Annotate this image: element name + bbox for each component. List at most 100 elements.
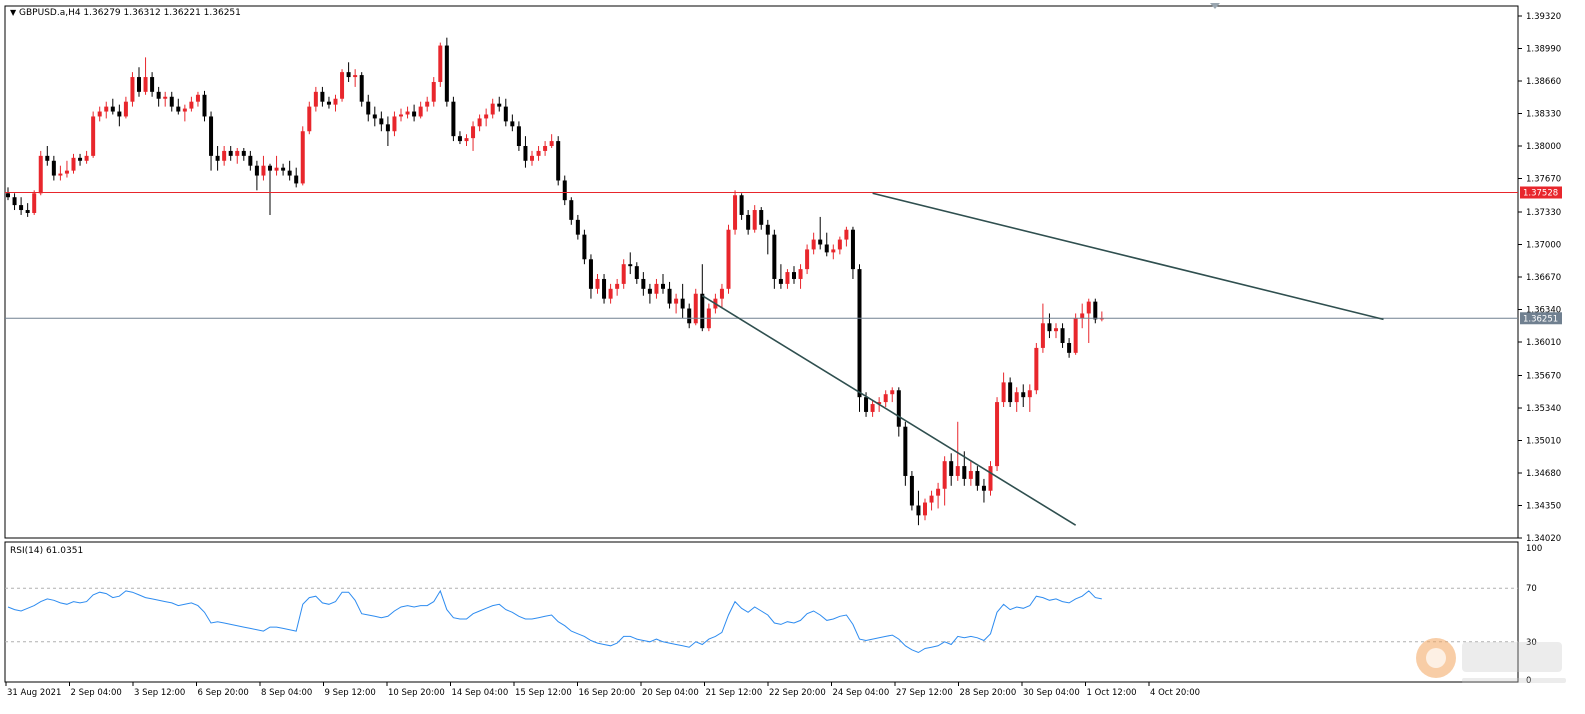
time-tick-label: 15 Sep 12:00 [515, 688, 572, 698]
candle-body [97, 111, 102, 117]
candle-body [320, 91, 325, 102]
candle-body [759, 210, 764, 225]
time-tick-label: 21 Sep 12:00 [706, 688, 763, 698]
candle-body [530, 155, 534, 161]
candle-body [602, 278, 607, 299]
time-tick-label: 14 Sep 04:00 [452, 688, 509, 698]
candle-body [110, 106, 115, 112]
candle-body [916, 505, 921, 516]
candle-body [903, 426, 908, 476]
collapse-triangle-icon[interactable]: ▼ [10, 8, 17, 17]
candle-body [1008, 382, 1013, 403]
watermark-logo-icon [1416, 638, 1566, 683]
candle-body [32, 193, 37, 213]
candle-body [261, 165, 266, 176]
price-tick-label: 1.38990 [1526, 45, 1561, 55]
candle-body [1047, 323, 1052, 332]
candle-body [811, 239, 816, 250]
upper-trendline[interactable] [872, 192, 1384, 321]
price-tick-label: 1.34680 [1526, 469, 1561, 479]
candle-body [137, 77, 141, 92]
candle-body [451, 101, 456, 137]
lower-trendline[interactable] [701, 295, 1077, 526]
candle-body [831, 249, 836, 253]
candle-body [543, 146, 548, 151]
rsi-tick-label: 0 [1526, 676, 1531, 686]
candle-body [942, 461, 947, 489]
candle-body [1034, 347, 1039, 391]
candle-body [667, 288, 672, 304]
time-tick-label: 30 Sep 04:00 [1023, 688, 1080, 698]
candle-body [837, 239, 842, 250]
candle-body [431, 81, 436, 102]
candle-body [143, 77, 148, 92]
candle-body [955, 466, 960, 476]
price-tick-label: 1.36010 [1526, 338, 1561, 348]
candle-body [268, 165, 272, 171]
candle-body [549, 141, 554, 147]
time-tick-label: 3 Sep 12:00 [134, 688, 185, 698]
candle-body [307, 106, 312, 132]
candle-body [870, 404, 875, 412]
price-tick-label: 1.34350 [1526, 501, 1561, 511]
candle-body [1014, 392, 1019, 403]
price-tick-label: 1.38330 [1526, 110, 1561, 120]
time-tick-label: 9 Sep 12:00 [325, 688, 376, 698]
time-tick-label: 31 Aug 2021 [7, 688, 61, 698]
candle-body [890, 390, 895, 395]
candle-body [372, 114, 377, 119]
time-tick-label: 24 Sep 04:00 [833, 688, 890, 698]
candle-body [798, 269, 803, 279]
candle-body [464, 138, 469, 142]
candle-body [78, 157, 83, 161]
price-tick-label: 1.35010 [1526, 436, 1561, 446]
candle-body [569, 200, 574, 220]
candle-body [1001, 382, 1006, 403]
time-tick-label: 22 Sep 20:00 [769, 688, 826, 698]
candle-body [235, 150, 240, 156]
candle-body [844, 229, 849, 240]
candle-body [1073, 318, 1078, 353]
candle-body [1067, 342, 1072, 353]
candle-body [58, 173, 63, 176]
candle-body [516, 126, 521, 147]
candle-body [615, 283, 620, 289]
price-tick-label: 1.36670 [1526, 273, 1561, 283]
candle-body [379, 118, 384, 125]
candle-body [1040, 323, 1045, 348]
candle-body [228, 150, 233, 156]
candle-body [988, 466, 993, 491]
candle-body [1099, 318, 1104, 320]
candle-body [693, 293, 698, 324]
candle-body [202, 94, 207, 117]
rsi-tick-label: 70 [1526, 584, 1537, 594]
candle-body [333, 98, 338, 105]
chart-shift-marker-icon[interactable] [1210, 3, 1220, 9]
candle-body [123, 101, 128, 117]
rsi-panel-frame [4, 541, 1519, 683]
candle-body [936, 488, 941, 496]
candle-body [425, 101, 430, 107]
candle-body [883, 394, 888, 403]
candle-body [209, 116, 214, 156]
candle-body [104, 106, 109, 112]
candle-body [254, 165, 259, 176]
price-tick-label: 1.38660 [1526, 77, 1561, 87]
candle-body [608, 288, 613, 299]
time-tick-label: 2 Sep 04:00 [71, 688, 122, 698]
candle-body [877, 402, 882, 405]
candle-body [91, 116, 96, 156]
candle-body [634, 266, 639, 279]
candle-body [792, 272, 796, 279]
rsi-tick-label: 30 [1526, 638, 1537, 648]
candle-body [805, 249, 810, 270]
candle-body [484, 114, 489, 119]
candle-body [968, 471, 973, 479]
resistance-price-tag-label: 1.37528 [1523, 188, 1558, 198]
candle-body [392, 116, 397, 132]
candle-body [752, 210, 757, 230]
candle-body [785, 272, 790, 284]
price-tick-label: 1.38000 [1526, 142, 1561, 152]
